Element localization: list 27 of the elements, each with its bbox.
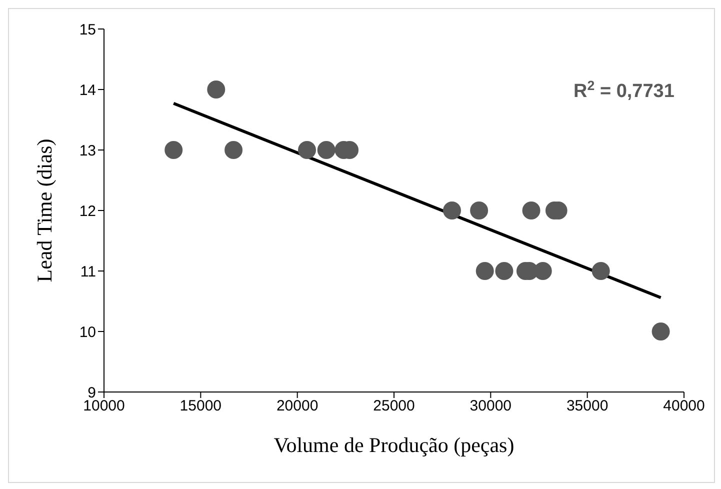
y-tick-label: 14 [79, 82, 96, 99]
point [164, 141, 183, 159]
point [592, 262, 610, 280]
point [317, 141, 336, 159]
y-tick-label: 10 [79, 324, 96, 341]
point [298, 141, 316, 159]
point [207, 80, 226, 98]
point [443, 202, 461, 220]
x-axis-title: Volume de Produção (peças) [274, 433, 514, 457]
annotation: R$^{2}$ = 0,7731 [574, 78, 675, 102]
point [522, 202, 540, 220]
point [476, 262, 494, 280]
point [470, 202, 488, 220]
x-tick-label: 20000 [276, 398, 318, 415]
x-tick-label: 15000 [180, 398, 222, 415]
point [224, 141, 243, 159]
y-tick-label: 15 [79, 21, 96, 38]
point [652, 322, 670, 340]
y-axis-title: Lead Time (dias) [32, 138, 56, 282]
x-tick-label: 40000 [663, 398, 705, 415]
y-tick-label: 12 [79, 202, 96, 220]
y-tick-label: 13 [79, 142, 96, 160]
x-tick-label: 25000 [373, 398, 415, 415]
x-tick-label: 30000 [470, 398, 512, 415]
x-tick-label: 35000 [566, 398, 608, 415]
y-tick-label: 11 [80, 263, 96, 280]
point [495, 262, 514, 280]
